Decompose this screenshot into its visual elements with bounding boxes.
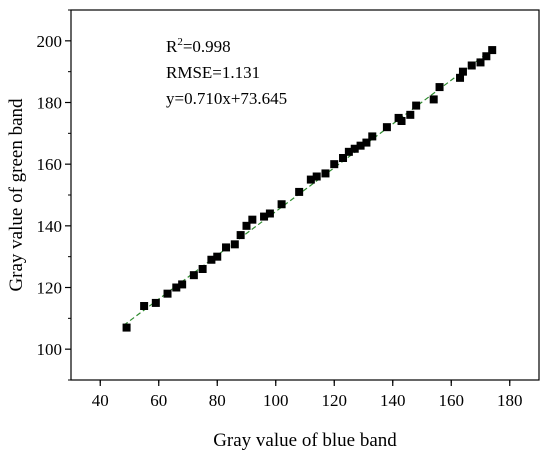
data-point bbox=[213, 252, 222, 261]
r-squared-base: R bbox=[166, 37, 178, 56]
r-squared-value: =0.998 bbox=[183, 37, 231, 56]
data-point bbox=[151, 298, 160, 307]
data-point bbox=[230, 240, 239, 249]
data-point bbox=[476, 58, 485, 67]
y-axis-ticks: 100 120 140 160 180 200 bbox=[37, 9, 71, 381]
data-point bbox=[456, 73, 465, 82]
data-point bbox=[178, 280, 187, 289]
x-tick-label: 100 bbox=[263, 391, 289, 410]
y-tick-label: 180 bbox=[37, 94, 63, 113]
data-point bbox=[344, 147, 353, 156]
x-tick-label: 180 bbox=[497, 391, 523, 410]
data-point bbox=[458, 67, 467, 76]
data-point bbox=[488, 46, 497, 55]
y-tick-label: 140 bbox=[37, 217, 63, 236]
x-tick-label: 140 bbox=[380, 391, 406, 410]
data-point bbox=[236, 231, 245, 240]
data-point bbox=[172, 283, 181, 292]
data-point bbox=[412, 101, 421, 110]
y-tick-label: 120 bbox=[37, 279, 63, 298]
x-axis-ticks: 40 60 80 100 120 140 160 180 bbox=[92, 380, 523, 410]
data-point bbox=[330, 160, 339, 169]
data-point bbox=[248, 215, 257, 224]
y-tick-label: 160 bbox=[37, 155, 63, 174]
data-point bbox=[306, 175, 315, 184]
data-point bbox=[242, 221, 251, 230]
data-point bbox=[350, 144, 359, 153]
data-point bbox=[429, 95, 438, 104]
data-point bbox=[406, 110, 415, 119]
y-tick-label: 100 bbox=[37, 340, 63, 359]
data-point bbox=[207, 255, 216, 264]
data-points bbox=[122, 46, 497, 332]
equation-annotation: y=0.710x+73.645 bbox=[166, 89, 287, 108]
data-point bbox=[198, 265, 207, 273]
data-point bbox=[356, 141, 365, 150]
x-tick-label: 40 bbox=[92, 391, 109, 410]
x-tick-label: 120 bbox=[322, 391, 348, 410]
data-point bbox=[222, 243, 231, 252]
data-point bbox=[368, 132, 377, 141]
data-point bbox=[339, 154, 348, 162]
data-point bbox=[122, 323, 131, 332]
y-tick-label: 200 bbox=[37, 32, 63, 51]
data-point bbox=[163, 289, 172, 298]
data-point bbox=[382, 123, 391, 132]
data-point bbox=[482, 52, 491, 61]
rmse-annotation: RMSE=1.131 bbox=[166, 63, 260, 82]
data-point bbox=[265, 209, 274, 218]
data-point bbox=[435, 83, 444, 92]
data-point bbox=[189, 271, 198, 280]
data-point bbox=[277, 200, 286, 209]
x-tick-label: 160 bbox=[439, 391, 465, 410]
data-point bbox=[362, 138, 371, 147]
data-point bbox=[295, 187, 304, 196]
data-point bbox=[140, 302, 149, 310]
x-axis-title: Gray value of blue band bbox=[213, 430, 397, 451]
data-point bbox=[397, 117, 406, 125]
r-squared-annotation: R2=0.998 bbox=[166, 36, 231, 56]
x-tick-label: 60 bbox=[150, 391, 167, 410]
r-squared-superscript: 2 bbox=[177, 36, 183, 48]
data-point bbox=[321, 169, 330, 178]
data-point bbox=[260, 212, 269, 221]
data-point bbox=[312, 172, 321, 181]
data-point bbox=[467, 61, 476, 70]
regression-fit-line bbox=[123, 46, 496, 326]
y-axis-title: Gray value of green band bbox=[6, 98, 27, 292]
x-tick-label: 80 bbox=[209, 391, 226, 410]
